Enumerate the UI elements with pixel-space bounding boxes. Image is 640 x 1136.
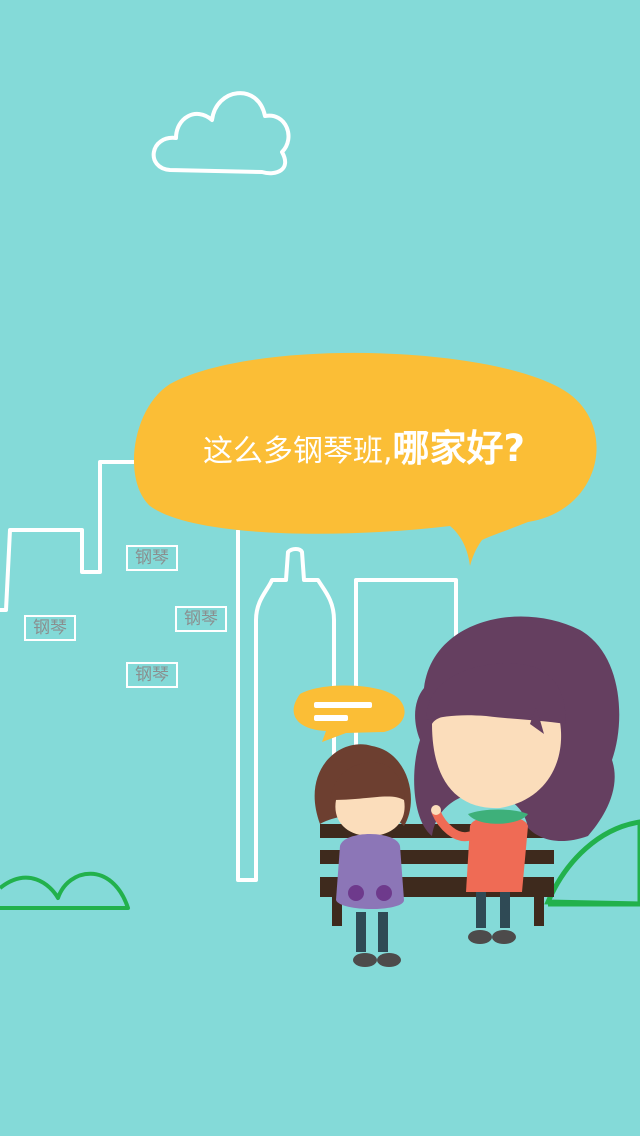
- city-skyline-icon: [0, 460, 458, 882]
- headline-normal: 这么多钢琴班,: [203, 434, 393, 469]
- piano-label-3: 钢琴: [175, 606, 227, 632]
- speech-bubble-icon: [133, 352, 597, 566]
- headline-emphasis: 哪家好?: [392, 427, 526, 470]
- girl-long-hair: [414, 616, 620, 944]
- cloud-icon: [151, 91, 291, 176]
- hill-left: [0, 871, 130, 910]
- piano-label-1: 钢琴: [126, 545, 178, 571]
- headline: 这么多钢琴班,哪家好?: [203, 418, 583, 472]
- piano-label-2: 钢琴: [24, 615, 76, 641]
- chat-bubble-icon: [293, 685, 405, 742]
- piano-label-4: 钢琴: [126, 662, 178, 688]
- girl-short-hair: [314, 744, 411, 967]
